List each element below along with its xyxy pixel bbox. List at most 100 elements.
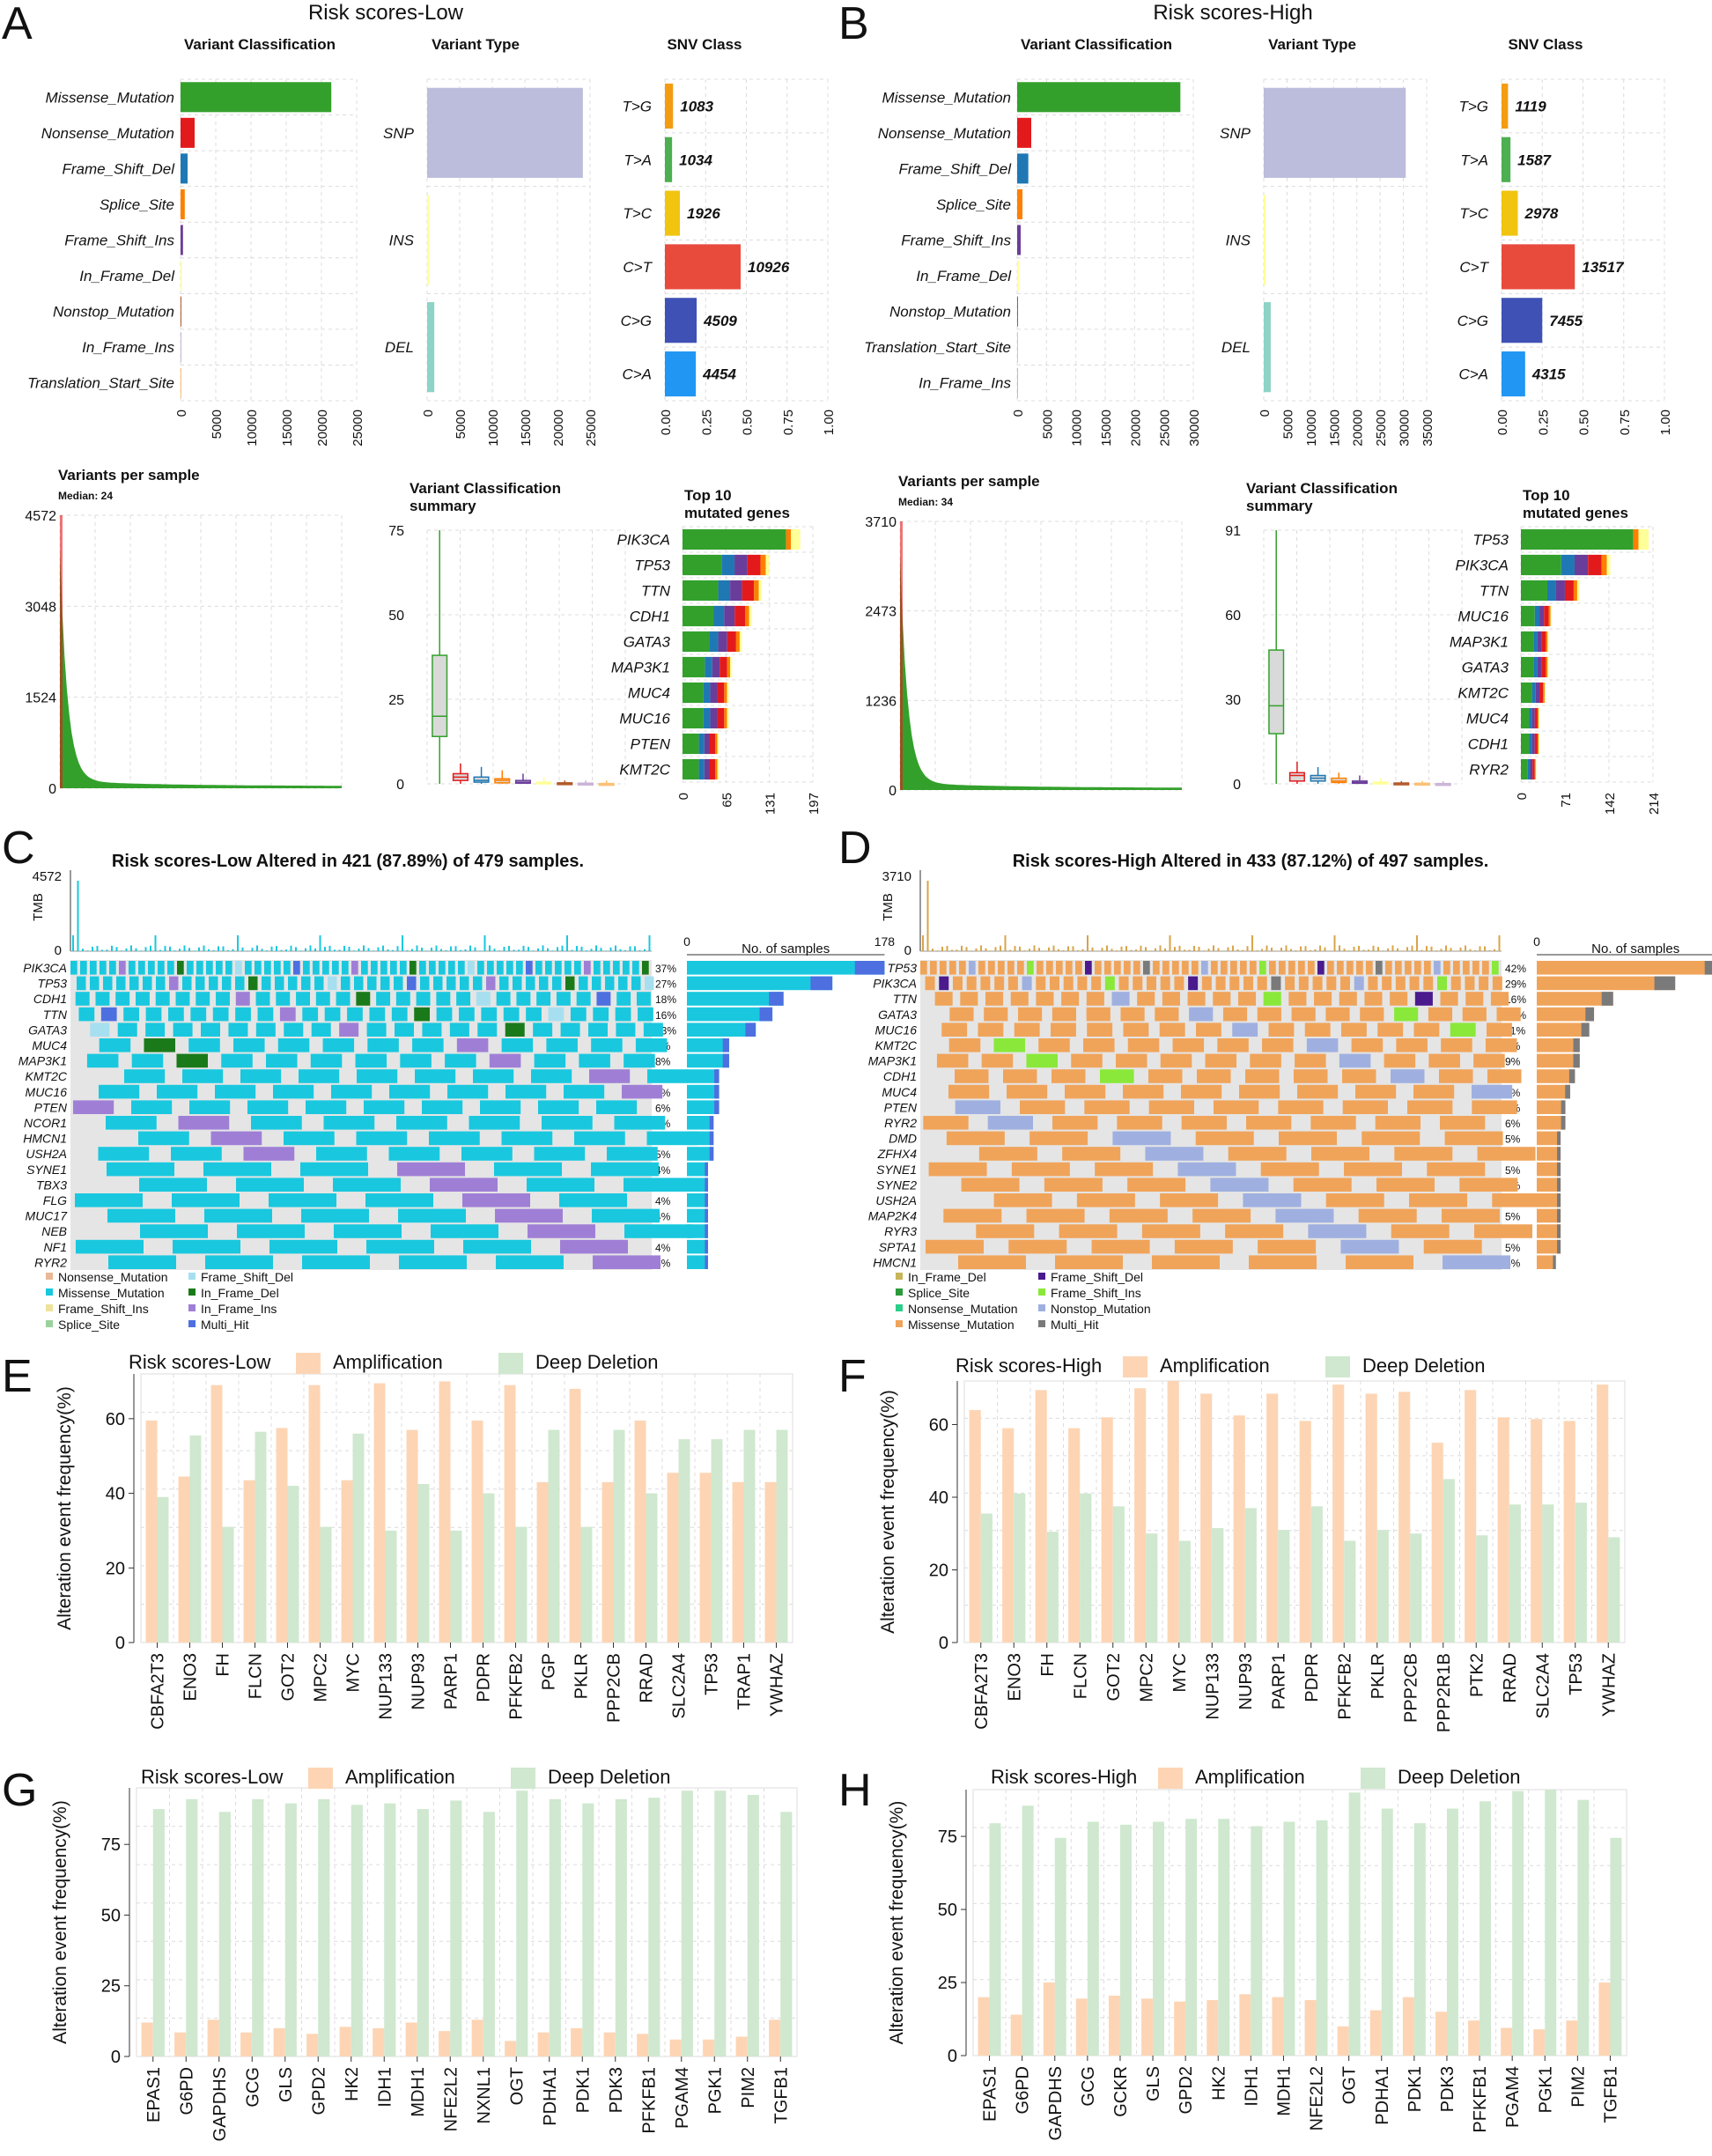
- mutation-cell: [182, 1069, 224, 1083]
- tmb-bar: [1488, 949, 1491, 951]
- mutation-cell: [148, 961, 155, 975]
- gene-bar-segment: [1535, 758, 1537, 780]
- mutation-cell: [1221, 961, 1228, 975]
- mutation-cell: [1172, 1038, 1205, 1052]
- gene-percent: 4%: [655, 1164, 671, 1177]
- mutation-cell: [539, 976, 549, 991]
- tick-label: 0: [889, 784, 897, 799]
- legend-swatch: [896, 1288, 903, 1296]
- mutation-cell: [1065, 1084, 1106, 1099]
- category-label: Splice_Site: [936, 196, 1011, 213]
- gene-label: GATA3: [878, 1008, 917, 1022]
- mutation-cell: [333, 1178, 401, 1192]
- mutation-cell: [589, 1069, 631, 1083]
- bar-amplification: [405, 2022, 417, 2056]
- gene-bar-segment: [727, 656, 731, 678]
- mutation-cell: [1133, 976, 1143, 991]
- mutation-cell: [204, 1208, 272, 1223]
- x-tick-label: NUP133: [377, 1653, 396, 1720]
- tmb-bar: [1072, 946, 1074, 951]
- variant-bars-top: [900, 521, 903, 790]
- gene-bar-segment: [717, 682, 725, 704]
- bar-deep-deletion: [318, 1798, 330, 2056]
- tmb-bar: [464, 949, 467, 951]
- mutation-cell: [560, 1023, 580, 1037]
- legend-amplification: Amplification: [1195, 1766, 1305, 1788]
- mutation-cell: [1017, 961, 1024, 975]
- mutation-cell: [1189, 1007, 1214, 1022]
- mutation-cell: [235, 1007, 251, 1022]
- category-label: Frame_Shift_Del: [898, 160, 1012, 177]
- mutation-cell: [1008, 1239, 1067, 1254]
- gene-bar-segment: [683, 631, 710, 653]
- category-label: C>G: [1457, 313, 1488, 329]
- bar-deep-deletion: [1413, 1823, 1426, 2056]
- y-tick-label: 60: [929, 1416, 948, 1436]
- gene-bar-segment: [1531, 682, 1536, 704]
- bar: [665, 244, 742, 290]
- tmb-bar: [1348, 950, 1350, 951]
- sample-count-bar: [1537, 1147, 1561, 1161]
- plot-frame: [136, 1787, 798, 2057]
- bar-deep-deletion: [1542, 1504, 1554, 1643]
- mutation-cell: [1077, 976, 1088, 991]
- mutation-cell: [1213, 992, 1231, 1006]
- category-label: T>G: [622, 98, 652, 114]
- bar-deep-deletion: [320, 1526, 332, 1643]
- panel-letter-g: G: [2, 1765, 37, 1816]
- gene-bar-segment: [1539, 605, 1545, 627]
- gene-bar-segment: [1527, 758, 1531, 780]
- gene-bar-segment: [698, 758, 705, 780]
- mutation-cell: [516, 961, 523, 975]
- sample-count-bar: [1537, 1100, 1566, 1114]
- mutation-cell: [301, 976, 311, 991]
- mutation-cell: [1351, 1038, 1384, 1052]
- mutation-cell: [1258, 1239, 1317, 1254]
- gene-label: SYNE1: [876, 1163, 917, 1177]
- mutation-cell: [546, 1038, 578, 1052]
- mutation-cell: [1232, 1023, 1258, 1037]
- gene-bar-segment: [739, 631, 742, 653]
- tmb-bar: [188, 948, 190, 951]
- gene-label: TTN: [1480, 583, 1509, 600]
- bar-amplification: [1043, 1982, 1055, 2056]
- mutation-cell: [533, 1023, 553, 1037]
- mutation-cell: [1434, 961, 1441, 975]
- mutation-cell: [614, 1116, 666, 1130]
- sample-count-bar-multi: [705, 1255, 708, 1269]
- mutation-cell: [1249, 1255, 1317, 1269]
- legend-swatch: [896, 1273, 903, 1280]
- mutation-cell: [941, 1023, 968, 1037]
- mutation-cell: [1294, 1069, 1328, 1083]
- mutation-cell: [497, 961, 504, 975]
- y-tick-label: 20: [106, 1559, 125, 1578]
- mutation-cell: [458, 961, 465, 975]
- sample-count-bar: [687, 1023, 756, 1037]
- x-tick-label: GPD2: [1177, 2066, 1196, 2114]
- mutation-cell: [1413, 1084, 1455, 1099]
- tick-label: 0: [1233, 778, 1241, 793]
- tick-label: 1236: [865, 694, 897, 709]
- mutation-cell: [495, 1208, 563, 1223]
- bar-deep-deletion: [252, 1798, 264, 2056]
- mutation-cell: [501, 1131, 553, 1146]
- tmb-bar: [566, 935, 568, 951]
- mutation-cell: [1205, 1053, 1237, 1068]
- mutation-cell: [1062, 1147, 1121, 1161]
- gene-percent: 6%: [655, 1102, 671, 1114]
- tmb-bar: [1023, 950, 1026, 951]
- mutation-cell: [1442, 1208, 1500, 1223]
- y-tick-label: 75: [101, 1835, 121, 1855]
- mutation-cell: [243, 1147, 295, 1161]
- mutation-cell: [257, 1007, 274, 1022]
- bar-amplification: [969, 1410, 981, 1643]
- bar: [181, 261, 182, 292]
- bar-deep-deletion: [1410, 1533, 1422, 1643]
- category-label: Nonsense_Mutation: [41, 125, 174, 142]
- mutation-cell: [969, 961, 976, 975]
- sample-count-bar: [1537, 1193, 1561, 1207]
- tick-label: 50: [388, 609, 404, 624]
- bar-deep-deletion: [157, 1496, 169, 1643]
- mutation-cell: [1091, 1239, 1150, 1254]
- bar-amplification: [341, 1480, 353, 1643]
